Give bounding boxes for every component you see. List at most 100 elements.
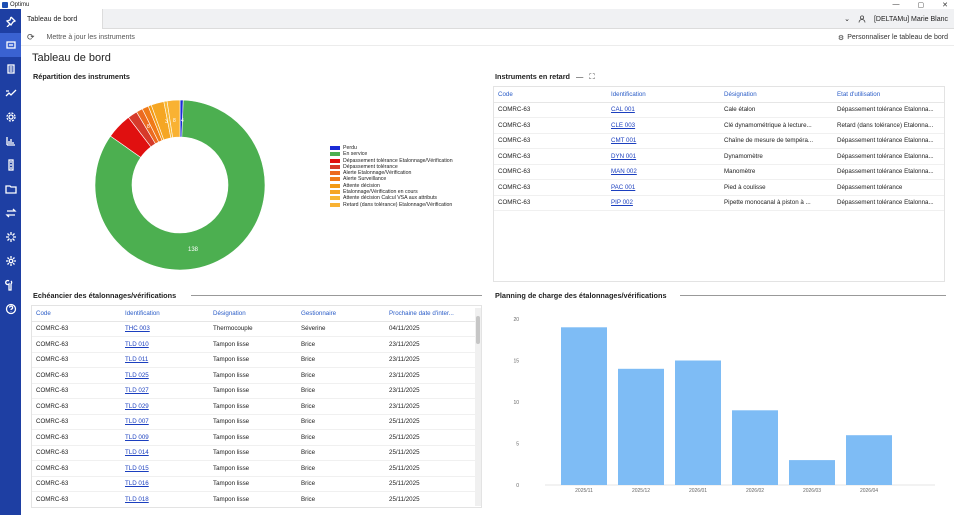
gear-icon: ⚙ xyxy=(837,34,845,42)
sidebar-item-spark[interactable] xyxy=(0,225,21,249)
bar[interactable] xyxy=(675,360,721,486)
legend-item: Etalonnage/Vérification en cours xyxy=(330,189,480,195)
slice-value-label: 3 xyxy=(165,119,168,125)
planning-title-rule xyxy=(680,295,946,296)
table-row[interactable]: COMRC-63 MAN 002 Manomètre Dépassement tolé… xyxy=(494,164,944,180)
close-button[interactable]: ✕ xyxy=(942,1,948,9)
table-row[interactable]: COMRC-63 TLD 015 Tampon lisse Brice 25/11/20… xyxy=(32,460,481,477)
table-row[interactable]: COMRC-63 TLD 027 Tampon lisse Brice 23/11/20… xyxy=(32,383,481,399)
table-row[interactable]: COMRC-63 TLD 010 Tampon lisse Brice 23/11/20… xyxy=(32,336,481,353)
table-row[interactable]: COMRC-63 TLD 029 Tampon lisse Brice 23/11/20… xyxy=(32,398,481,415)
sidebar-item-gear[interactable] xyxy=(0,105,21,129)
help-icon xyxy=(5,303,16,315)
legend-swatch xyxy=(330,202,340,207)
table-row[interactable]: COMRC-63 TLD 009 Tampon lisse Brice 25/11/20… xyxy=(32,429,481,446)
table-row[interactable]: COMRC-63 THC 003 Thermocouple Séverine 04/11… xyxy=(32,321,481,337)
customize-dashboard-button[interactable]: ⚙ Personnaliser le tableau de bord xyxy=(838,29,948,46)
table-row[interactable]: COMRC-63 CMT 001 Chaîne de mesure de tempé… xyxy=(494,133,944,149)
table-cell: Tampon lisse xyxy=(209,429,297,446)
instrument-link[interactable]: THC 003 xyxy=(125,325,150,333)
instrument-link[interactable]: TLD 007 xyxy=(125,418,149,426)
sidebar-item-bar-chart[interactable] xyxy=(0,129,21,153)
refresh-icon[interactable]: ⟳ xyxy=(27,31,35,42)
minimize-button[interactable]: — xyxy=(892,1,900,8)
collapse-icon[interactable]: — xyxy=(576,72,584,81)
table-cell: COMRC-63 xyxy=(32,429,121,446)
legend-label: Alerte Surveillance xyxy=(343,176,387,183)
bar[interactable] xyxy=(846,435,892,485)
sidebar-item-dashboard[interactable] xyxy=(0,33,21,57)
table-cell: TLD 016 xyxy=(121,476,209,492)
legend-item: Retard (dans tolérance) Etalonnage/Vérif… xyxy=(330,202,480,208)
sidebar-item-transfer[interactable] xyxy=(0,201,21,225)
maximize-button[interactable]: ▢ xyxy=(917,1,925,9)
instrument-link[interactable]: CLE 003 xyxy=(611,121,636,129)
legend-label: Attente décision Calcul VSA aux attribut… xyxy=(343,195,438,202)
table-row[interactable]: COMRC-63 CAL 001 Cale étalon Dépassement to… xyxy=(494,102,944,118)
refresh-instruments-button[interactable]: Mettre à jour les instruments xyxy=(46,33,135,41)
instrument-link[interactable]: TLD 011 xyxy=(125,356,149,364)
sidebar-item-folder[interactable] xyxy=(0,177,21,201)
instrument-link[interactable]: TLD 027 xyxy=(125,387,149,395)
instrument-link[interactable]: CAL 001 xyxy=(611,106,635,114)
table-cell: TLD 011 xyxy=(121,352,209,368)
donut-slice[interactable] xyxy=(166,99,181,138)
table-row[interactable]: COMRC-63 TLD 011 Tampon lisse Brice 23/11/20… xyxy=(32,352,481,368)
table-cell: Brice xyxy=(297,383,385,399)
instrument-link[interactable]: TLD 029 xyxy=(125,402,149,410)
column-header[interactable]: Désignation xyxy=(720,87,833,103)
instrument-link[interactable]: MAN 002 xyxy=(611,168,637,176)
ruler-icon xyxy=(7,159,14,171)
sidebar-item-tool[interactable] xyxy=(0,273,21,297)
bar[interactable] xyxy=(789,460,835,485)
bar[interactable] xyxy=(561,327,607,485)
instrument-link[interactable]: TLD 009 xyxy=(125,433,149,441)
sidebar-item-ruler[interactable] xyxy=(0,153,21,177)
column-header[interactable]: Gestionnaire xyxy=(297,306,385,322)
table-row[interactable]: COMRC-63 PIP 002 Pipette monocanal à pisto… xyxy=(494,195,944,211)
sidebar-item-settings[interactable] xyxy=(0,249,21,273)
bar[interactable] xyxy=(732,410,778,485)
sidebar-item-help[interactable] xyxy=(0,297,21,321)
instrument-link[interactable]: PIP 002 xyxy=(611,199,633,207)
table-row[interactable]: COMRC-63 TLD 016 Tampon lisse Brice 25/11/20… xyxy=(32,476,481,492)
table-cell: COMRC-63 xyxy=(32,460,121,477)
scrollbar-thumb[interactable] xyxy=(476,316,480,344)
instrument-link[interactable]: TLD 014 xyxy=(125,449,149,457)
expand-icon[interactable]: ⛶ xyxy=(589,72,595,81)
instrument-link[interactable]: CMT 001 xyxy=(611,137,637,145)
trend-icon xyxy=(5,89,16,97)
table-row[interactable]: COMRC-63 PAC 001 Pied à coulisse Dépassemen… xyxy=(494,179,944,196)
donut-slice[interactable] xyxy=(94,99,266,271)
instrument-link[interactable]: TLD 025 xyxy=(125,371,149,379)
column-header[interactable]: Prochaine date d'inter... xyxy=(385,306,481,322)
column-header[interactable]: Identification xyxy=(121,306,209,322)
column-header[interactable]: Identification xyxy=(607,87,720,103)
sidebar-item-pin[interactable] xyxy=(0,9,21,33)
column-header[interactable]: Etat d'utilisation xyxy=(833,87,944,103)
column-header[interactable]: Désignation xyxy=(209,306,297,322)
bar[interactable] xyxy=(618,368,664,485)
sidebar-item-trend[interactable] xyxy=(0,81,21,105)
table-row[interactable]: COMRC-63 DYN 001 Dynamomètre Dépassement to… xyxy=(494,148,944,165)
table-row[interactable]: COMRC-63 TLD 007 Tampon lisse Brice 25/11/20… xyxy=(32,414,481,430)
table-row[interactable]: COMRC-63 CLE 003 Clé dynamométrique à lect… xyxy=(494,117,944,134)
table-row[interactable]: COMRC-63 TLD 018 Tampon lisse Brice 25/11/20… xyxy=(32,491,481,507)
instrument-link[interactable]: TLD 018 xyxy=(125,495,149,503)
table-row[interactable]: COMRC-63 TLD 014 Tampon lisse Brice 25/11/20… xyxy=(32,445,481,461)
instrument-link[interactable]: TLD 016 xyxy=(125,480,149,488)
column-header[interactable]: Code xyxy=(32,306,121,322)
instrument-link[interactable]: DYN 001 xyxy=(611,152,637,160)
chevron-down-icon[interactable]: ⌄ xyxy=(844,16,850,23)
user-name[interactable]: [DELTAMu] Marie Blanc xyxy=(873,15,948,23)
instrument-link[interactable]: TLD 010 xyxy=(125,340,149,348)
tab-dashboard[interactable]: Tableau de bord xyxy=(21,9,103,29)
legend-label: En service xyxy=(343,151,368,158)
column-header[interactable]: Code xyxy=(494,87,607,103)
table-row[interactable]: COMRC-63 TLD 025 Tampon lisse Brice 23/11/20… xyxy=(32,367,481,384)
instrument-link[interactable]: TLD 015 xyxy=(125,464,149,472)
sidebar-item-list[interactable] xyxy=(0,57,21,81)
instrument-link[interactable]: PAC 001 xyxy=(611,183,636,191)
schedule-scrollbar[interactable] xyxy=(475,308,481,506)
table-cell: Cale étalon xyxy=(720,102,833,118)
